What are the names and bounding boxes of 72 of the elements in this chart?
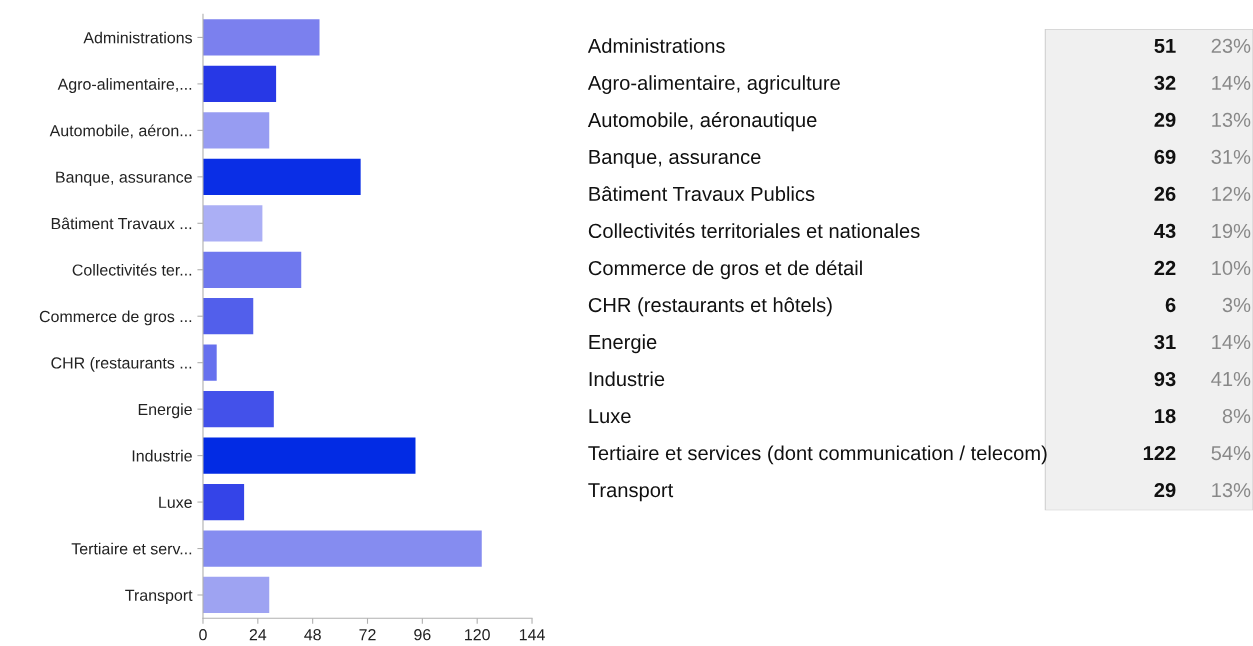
text: 10%: [1212, 260, 1251, 276]
text: 13%: [1212, 482, 1251, 498]
data-label: 43: [1154, 223, 1176, 239]
y-tick-label: Automobile, aéron...: [49, 124, 192, 139]
category-label: Industrie: [589, 371, 665, 387]
text: 19%: [1212, 223, 1251, 239]
bar: [202, 576, 270, 614]
category-label: Agro-alimentaire, agriculture: [587, 75, 840, 94]
category-label: Collectivités territoriales et nationales: [588, 223, 920, 239]
bar: [202, 483, 245, 521]
text: 14%: [1212, 75, 1251, 90]
text: 13%: [1212, 112, 1251, 128]
data-label: 18: [1155, 408, 1176, 424]
category-label: Luxe: [589, 409, 631, 424]
data-label: 22: [1154, 260, 1176, 275]
bar: [202, 344, 217, 381]
data-label: 69: [1154, 149, 1176, 165]
y-tick-label: Bâtiment Travaux ...: [51, 217, 192, 230]
text: 23%: [1211, 38, 1251, 53]
category-label: Bâtiment Travaux Publics: [589, 186, 815, 202]
x-tick-label: 144: [519, 629, 545, 641]
text: 14%: [1212, 334, 1251, 350]
y-tick-label: Energie: [138, 403, 192, 419]
data-label: 122: [1143, 445, 1176, 461]
bar: [202, 530, 482, 567]
category-label: Transport: [588, 483, 674, 502]
text: 41%: [1211, 372, 1251, 387]
y-tick-label: Tertiaire et serv...: [71, 542, 192, 555]
bar: [202, 437, 416, 474]
category-label: Automobile, aéronautique: [587, 112, 817, 132]
text: 3%: [1222, 297, 1251, 313]
y-tick-label: CHR (restaurants ...: [51, 356, 192, 372]
category-label: Commerce de gros et de détail: [588, 260, 862, 280]
y-tick-label: Luxe: [159, 496, 192, 509]
bar: [202, 158, 361, 195]
text: 31%: [1211, 149, 1251, 165]
bar: [202, 298, 254, 335]
y-tick-label: Banque, assurance: [56, 171, 192, 186]
x-tick-label: 24: [249, 629, 267, 641]
data-label: 6: [1165, 297, 1176, 313]
data-label: 29: [1154, 482, 1176, 498]
y-tick-label: Industrie: [132, 449, 192, 462]
data-label: 26: [1154, 186, 1176, 202]
bar: [202, 251, 302, 288]
y-tick-label: Collectivités ter...: [72, 263, 192, 276]
bar: [202, 391, 274, 428]
text: 8%: [1222, 408, 1251, 424]
bar: [202, 112, 270, 149]
category-label: CHR (restaurants et hôtels): [588, 297, 832, 317]
x-tick-label: 48: [304, 629, 321, 641]
y-tick-label: Commerce de gros ...: [39, 310, 192, 326]
data-label: 29: [1154, 112, 1176, 128]
bar: [202, 65, 277, 103]
category-label: Administrations: [587, 38, 725, 53]
bar: [202, 205, 263, 242]
x-tick-label: 120: [465, 629, 490, 641]
x-tick-label: 0: [199, 629, 207, 641]
data-label: 31: [1154, 334, 1176, 350]
category-label: Tertiaire et services (dont communication / telecom): [588, 445, 1047, 465]
data-label: 51: [1154, 38, 1176, 53]
data-label: 93: [1154, 371, 1176, 387]
x-tick-label: 96: [414, 629, 431, 641]
data-label: 32: [1154, 75, 1176, 91]
category-label: Energie: [589, 334, 657, 354]
text: 12%: [1212, 186, 1251, 201]
x-tick-label: 72: [359, 629, 376, 641]
bar: [202, 19, 320, 56]
category-label: Banque, assurance: [589, 150, 761, 169]
text: 54%: [1211, 446, 1251, 461]
y-tick-label: Transport: [125, 589, 193, 605]
y-tick-label: Agro-alimentaire,...: [57, 78, 192, 94]
y-tick-label: Administrations: [83, 31, 192, 44]
